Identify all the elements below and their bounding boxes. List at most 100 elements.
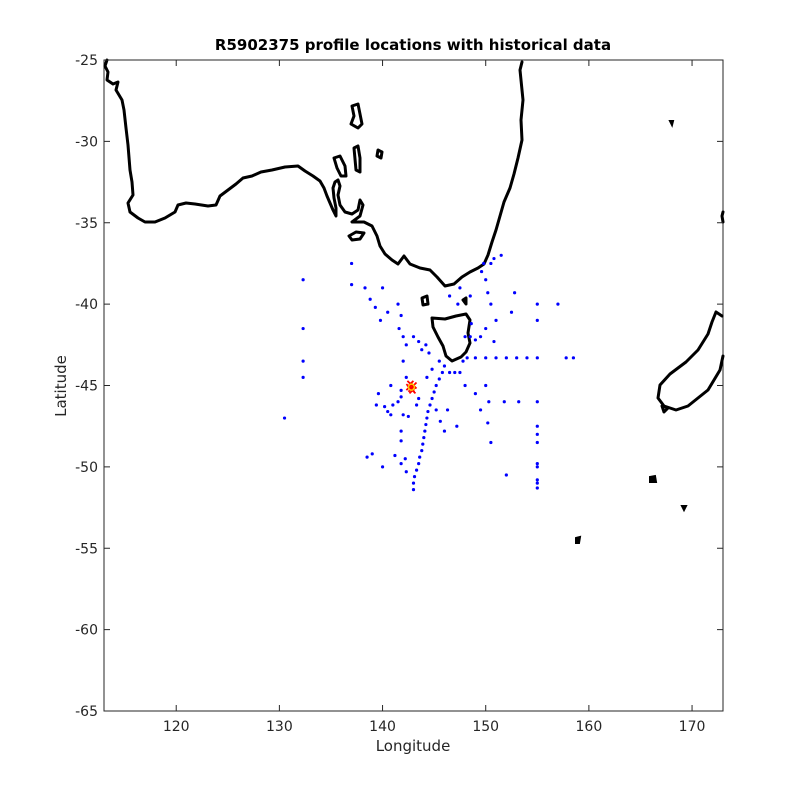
historical-profile-point: [420, 449, 424, 453]
historical-profile-point: [301, 375, 305, 379]
x-tick-label: 130: [266, 719, 293, 735]
historical-profile-point: [455, 424, 459, 428]
historical-profile-point: [350, 282, 354, 287]
historical-profile-point: [373, 305, 377, 309]
historical-profile-point: [418, 455, 422, 459]
historical-profile-point: [486, 291, 490, 295]
historical-profile-point: [535, 432, 539, 436]
historical-profile-point: [448, 370, 452, 375]
island-flinders: [461, 296, 468, 306]
historical-profile-point: [535, 400, 539, 404]
historical-profile-point: [380, 286, 385, 290]
historical-profile-point: [399, 462, 403, 466]
historical-profile-point: [383, 405, 387, 409]
historical-profile-point: [468, 335, 472, 339]
historical-profile-point: [489, 302, 493, 306]
latest-profile-marker: [407, 383, 416, 391]
historical-profile-point: [494, 318, 498, 322]
float-profile-marker: [405, 383, 414, 391]
historical-profile-point: [492, 256, 496, 261]
historical-profile-point: [535, 424, 539, 428]
historical-profile-point: [535, 462, 539, 466]
historical-profile-point: [442, 429, 447, 433]
historical-profile-point: [438, 419, 442, 423]
historical-profile-point: [370, 452, 374, 456]
historical-profile-point: [414, 468, 419, 472]
lake-gairdner: [352, 144, 362, 174]
historical-profile-point: [448, 294, 452, 298]
historical-profile-point: [469, 322, 473, 326]
historical-profile-point: [430, 396, 434, 401]
historical-profile-point: [437, 377, 441, 381]
historical-profile-point: [463, 335, 467, 339]
historical-profile-point: [434, 383, 438, 388]
y-axis-label: Latitude: [52, 355, 70, 417]
island-new-zealand-north: [720, 210, 725, 224]
historical-profile-point: [423, 429, 427, 433]
historical-profile-point: [386, 310, 390, 314]
historical-profile-point: [479, 269, 484, 274]
island-macquarie: [575, 535, 582, 544]
historical-profile-point: [424, 422, 428, 427]
historical-profile-point: [399, 439, 403, 443]
historical-profile-point: [440, 370, 444, 375]
historical-profile-point: [535, 440, 539, 445]
historical-profile-point: [401, 335, 405, 339]
y-tick-label: -35: [75, 216, 98, 232]
y-tick-label: -45: [75, 379, 98, 395]
historical-profile-point: [399, 395, 403, 399]
historical-profile-point: [434, 408, 438, 412]
historical-profile-point: [401, 359, 405, 363]
coastlines: [103, 58, 725, 544]
island-kangaroo: [347, 230, 366, 242]
historical-profile-point: [417, 339, 421, 344]
x-tick-label: 160: [576, 719, 603, 735]
historical-profile-point: [525, 356, 529, 360]
historical-profile-point: [504, 356, 508, 360]
historical-profile-point: [556, 302, 560, 306]
island-king: [420, 294, 430, 307]
historical-profile-point: [489, 440, 493, 445]
historical-profile-point: [494, 356, 498, 360]
x-tick-label: 140: [369, 719, 396, 735]
historical-profile-point: [389, 413, 393, 417]
y-tick-label: -60: [75, 623, 98, 639]
historical-profile-point: [535, 486, 539, 490]
historical-profile-point: [484, 356, 488, 360]
historical-profile-point: [404, 343, 408, 347]
historical-profile-point: [411, 335, 416, 339]
historical-profile-point: [406, 414, 410, 419]
historical-profile-point: [564, 356, 568, 360]
historical-profile-point: [571, 356, 576, 360]
historical-profile-point: [428, 403, 432, 407]
historical-profile-point: [482, 261, 486, 266]
historical-profile-point: [399, 313, 403, 318]
historical-profile-point: [473, 338, 477, 342]
y-tick-label: -40: [75, 297, 98, 313]
lake-torrens: [332, 154, 348, 178]
historical-profile-point: [509, 310, 514, 314]
y-tick-label: -55: [75, 541, 98, 557]
historical-profile-point: [425, 375, 429, 379]
historical-profile-point: [432, 390, 436, 394]
historical-profile-point: [442, 364, 447, 368]
historical-profile-point: [484, 383, 488, 388]
historical-profile-point: [401, 413, 405, 417]
lake-eyre: [349, 102, 364, 130]
x-tick-label: 120: [163, 719, 190, 735]
historical-profile-point: [535, 356, 539, 360]
historical-profile-point: [412, 475, 417, 479]
historical-profile-point: [368, 297, 372, 301]
historical-profile-point: [420, 348, 424, 352]
historical-profile-point: [489, 261, 493, 266]
island-campbell: [680, 505, 688, 513]
historical-profile-point: [535, 465, 539, 469]
lake-frome: [375, 148, 384, 160]
historical-profile-point: [417, 462, 421, 466]
historical-profile-point: [484, 278, 488, 282]
historical-profile-point: [513, 291, 517, 295]
historical-profile-point: [301, 278, 305, 282]
historical-profile-point: [445, 408, 450, 412]
historical-profile-point: [502, 400, 506, 404]
